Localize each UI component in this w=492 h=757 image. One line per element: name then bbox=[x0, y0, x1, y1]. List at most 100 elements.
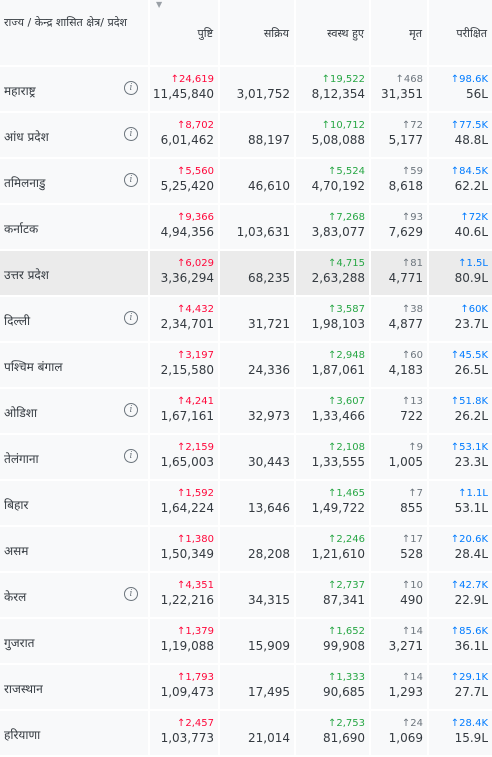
state-cell[interactable]: तमिलनाडु i bbox=[0, 159, 150, 205]
tested-cell: ↑42.7K 22.9L bbox=[429, 573, 492, 619]
state-cell[interactable]: गुजरात bbox=[0, 619, 150, 665]
recovered-delta: ↑5,524 bbox=[327, 166, 365, 177]
info-icon[interactable]: i bbox=[124, 403, 138, 417]
state-cell[interactable]: केरल i bbox=[0, 573, 150, 619]
recovered-total: 8,12,354 bbox=[311, 87, 365, 101]
header-state[interactable]: राज्य / केन्द्र शासित क्षेत्र/ प्रदेश bbox=[0, 0, 150, 67]
deceased-cell: ↑59 8,618 bbox=[371, 159, 429, 205]
table-row[interactable]: तमिलनाडु i ↑5,560 5,25,420 46,610 ↑5,524 4,70,… bbox=[0, 159, 492, 205]
recovered-cell: ↑1,333 90,685 bbox=[296, 665, 371, 711]
confirmed-total: 1,09,473 bbox=[160, 685, 214, 699]
recovered-total: 5,08,088 bbox=[311, 133, 365, 147]
table-row[interactable]: तेलंगाना i ↑2,159 1,65,003 30,443 ↑2,108 1,33,… bbox=[0, 435, 492, 481]
recovered-cell: ↑5,524 4,70,192 bbox=[296, 159, 371, 205]
header-tested[interactable]: परीक्षित bbox=[429, 0, 492, 67]
table-row[interactable]: गुजरात ↑1,379 1,19,088 15,909 ↑1,652 99,908 ↑1… bbox=[0, 619, 492, 665]
state-cell[interactable]: महाराष्ट्र i bbox=[0, 67, 150, 113]
header-deceased-label: मृत bbox=[409, 27, 422, 40]
confirmed-total: 1,67,161 bbox=[160, 409, 214, 423]
recovered-cell: ↑3,587 1,98,103 bbox=[296, 297, 371, 343]
table-row[interactable]: कर्नाटक ↑9,366 4,94,356 1,03,631 ↑7,268 3,83,… bbox=[0, 205, 492, 251]
table-row[interactable]: महाराष्ट्र i ↑24,619 11,45,840 3,01,752 ↑19,5… bbox=[0, 67, 492, 113]
table-row[interactable]: पश्चिम बंगाल ↑3,197 2,15,580 24,336 ↑2,948 1,… bbox=[0, 343, 492, 389]
table-row[interactable]: असम ↑1,380 1,50,349 28,208 ↑2,246 1,21,610 ↑17… bbox=[0, 527, 492, 573]
deceased-cell: ↑17 528 bbox=[371, 527, 429, 573]
tested-cell: ↑1.1L 53.1L bbox=[429, 481, 492, 527]
tested-total: 80.9L bbox=[454, 271, 488, 285]
state-cell[interactable]: बिहार bbox=[0, 481, 150, 527]
info-icon[interactable]: i bbox=[124, 81, 138, 95]
sort-icon[interactable]: ▼ bbox=[156, 0, 163, 9]
tested-total: 27.7L bbox=[454, 685, 488, 699]
state-cell[interactable]: दिल्ली i bbox=[0, 297, 150, 343]
confirmed-delta: ↑4,241 bbox=[176, 396, 214, 407]
deceased-cell: ↑14 3,271 bbox=[371, 619, 429, 665]
header-confirmed[interactable]: पुष्टि bbox=[150, 0, 220, 67]
recovered-delta: ↑2,108 bbox=[327, 442, 365, 453]
info-icon[interactable]: i bbox=[124, 449, 138, 463]
state-cell[interactable]: तेलंगाना i bbox=[0, 435, 150, 481]
tested-cell: ↑85.6K 36.1L bbox=[429, 619, 492, 665]
confirmed-delta: ↑4,432 bbox=[176, 304, 214, 315]
info-icon[interactable]: i bbox=[124, 173, 138, 187]
tested-total: 36.1L bbox=[454, 639, 488, 653]
state-cell[interactable]: हरियाणा bbox=[0, 711, 150, 757]
info-icon[interactable]: i bbox=[124, 127, 138, 141]
state-name: महाराष्ट्र bbox=[4, 84, 36, 98]
recovered-cell: ↑2,737 87,341 bbox=[296, 573, 371, 619]
recovered-cell: ↑10,712 5,08,088 bbox=[296, 113, 371, 159]
tested-cell: ↑60K 23.7L bbox=[429, 297, 492, 343]
info-icon[interactable]: i bbox=[124, 311, 138, 325]
info-icon[interactable]: i bbox=[124, 587, 138, 601]
active-total: 3,01,752 bbox=[236, 87, 290, 101]
tested-delta: ↑1.1L bbox=[458, 488, 488, 499]
header-active[interactable]: सक्रिय bbox=[220, 0, 296, 67]
recovered-cell: ↑19,522 8,12,354 bbox=[296, 67, 371, 113]
tested-delta: ↑20.6K bbox=[450, 534, 488, 545]
recovered-delta: ↑3,587 bbox=[327, 304, 365, 315]
state-cell[interactable]: ओडिशा i bbox=[0, 389, 150, 435]
tested-delta: ↑45.5K bbox=[450, 350, 488, 361]
state-cell[interactable]: कर्नाटक bbox=[0, 205, 150, 251]
state-cell[interactable]: असम bbox=[0, 527, 150, 573]
active-cell: 46,610 bbox=[220, 159, 296, 205]
active-total: 88,197 bbox=[248, 133, 290, 147]
table-header: राज्य / केन्द्र शासित क्षेत्र/ प्रदेश पु… bbox=[0, 0, 492, 67]
recovered-total: 99,908 bbox=[323, 639, 365, 653]
deceased-delta: ↑468 bbox=[395, 74, 423, 85]
table-row[interactable]: दिल्ली i ↑4,432 2,34,701 31,721 ↑3,587 1,98,10… bbox=[0, 297, 492, 343]
state-cell[interactable]: पश्चिम बंगाल bbox=[0, 343, 150, 389]
state-cell[interactable]: आंध प्रदेश i bbox=[0, 113, 150, 159]
recovered-delta: ↑7,268 bbox=[327, 212, 365, 223]
recovered-delta: ↑1,652 bbox=[327, 626, 365, 637]
deceased-delta: ↑24 bbox=[401, 718, 423, 729]
recovered-total: 90,685 bbox=[323, 685, 365, 699]
deceased-total: 4,771 bbox=[388, 271, 423, 285]
table-row[interactable]: राजस्थान ↑1,793 1,09,473 17,495 ↑1,333 90,685… bbox=[0, 665, 492, 711]
table-row[interactable]: ओडिशा i ↑4,241 1,67,161 32,973 ↑3,607 1,33,466… bbox=[0, 389, 492, 435]
header-deceased[interactable]: मृत bbox=[371, 0, 429, 67]
header-state-label: राज्य / केन्द्र शासित क्षेत्र/ प्रदेश bbox=[4, 16, 128, 29]
recovered-total: 1,21,610 bbox=[311, 547, 365, 561]
active-cell: 15,909 bbox=[220, 619, 296, 665]
recovered-delta: ↑2,753 bbox=[327, 718, 365, 729]
deceased-delta: ↑7 bbox=[408, 488, 423, 499]
deceased-delta: ↑60 bbox=[401, 350, 423, 361]
recovered-delta: ↑4,715 bbox=[327, 258, 365, 269]
active-total: 21,014 bbox=[248, 731, 290, 745]
table-row[interactable]: हरियाणा ↑2,457 1,03,773 21,014 ↑2,753 81,690 ↑… bbox=[0, 711, 492, 757]
confirmed-total: 1,64,224 bbox=[160, 501, 214, 515]
table-row[interactable]: आंध प्रदेश i ↑8,702 6,01,462 88,197 ↑10,712 5,… bbox=[0, 113, 492, 159]
recovered-cell: ↑4,715 2,63,288 bbox=[296, 251, 371, 297]
table-row[interactable]: केरल i ↑4,351 1,22,216 34,315 ↑2,737 87,341 ↑10… bbox=[0, 573, 492, 619]
confirmed-total: 1,19,088 bbox=[160, 639, 214, 653]
table-row[interactable]: बिहार ↑1,592 1,64,224 13,646 ↑1,465 1,49,722 ↑… bbox=[0, 481, 492, 527]
recovered-cell: ↑1,652 99,908 bbox=[296, 619, 371, 665]
state-cell[interactable]: उत्तर प्रदेश bbox=[0, 251, 150, 297]
table-row[interactable]: उत्तर प्रदेश ↑6,029 3,36,294 68,235 ↑4,715 2,… bbox=[0, 251, 492, 297]
header-recovered[interactable]: स्वस्थ हुए bbox=[296, 0, 371, 67]
state-name: उत्तर प्रदेश bbox=[4, 268, 49, 282]
state-cell[interactable]: राजस्थान bbox=[0, 665, 150, 711]
confirmed-delta: ↑1,793 bbox=[176, 672, 214, 683]
